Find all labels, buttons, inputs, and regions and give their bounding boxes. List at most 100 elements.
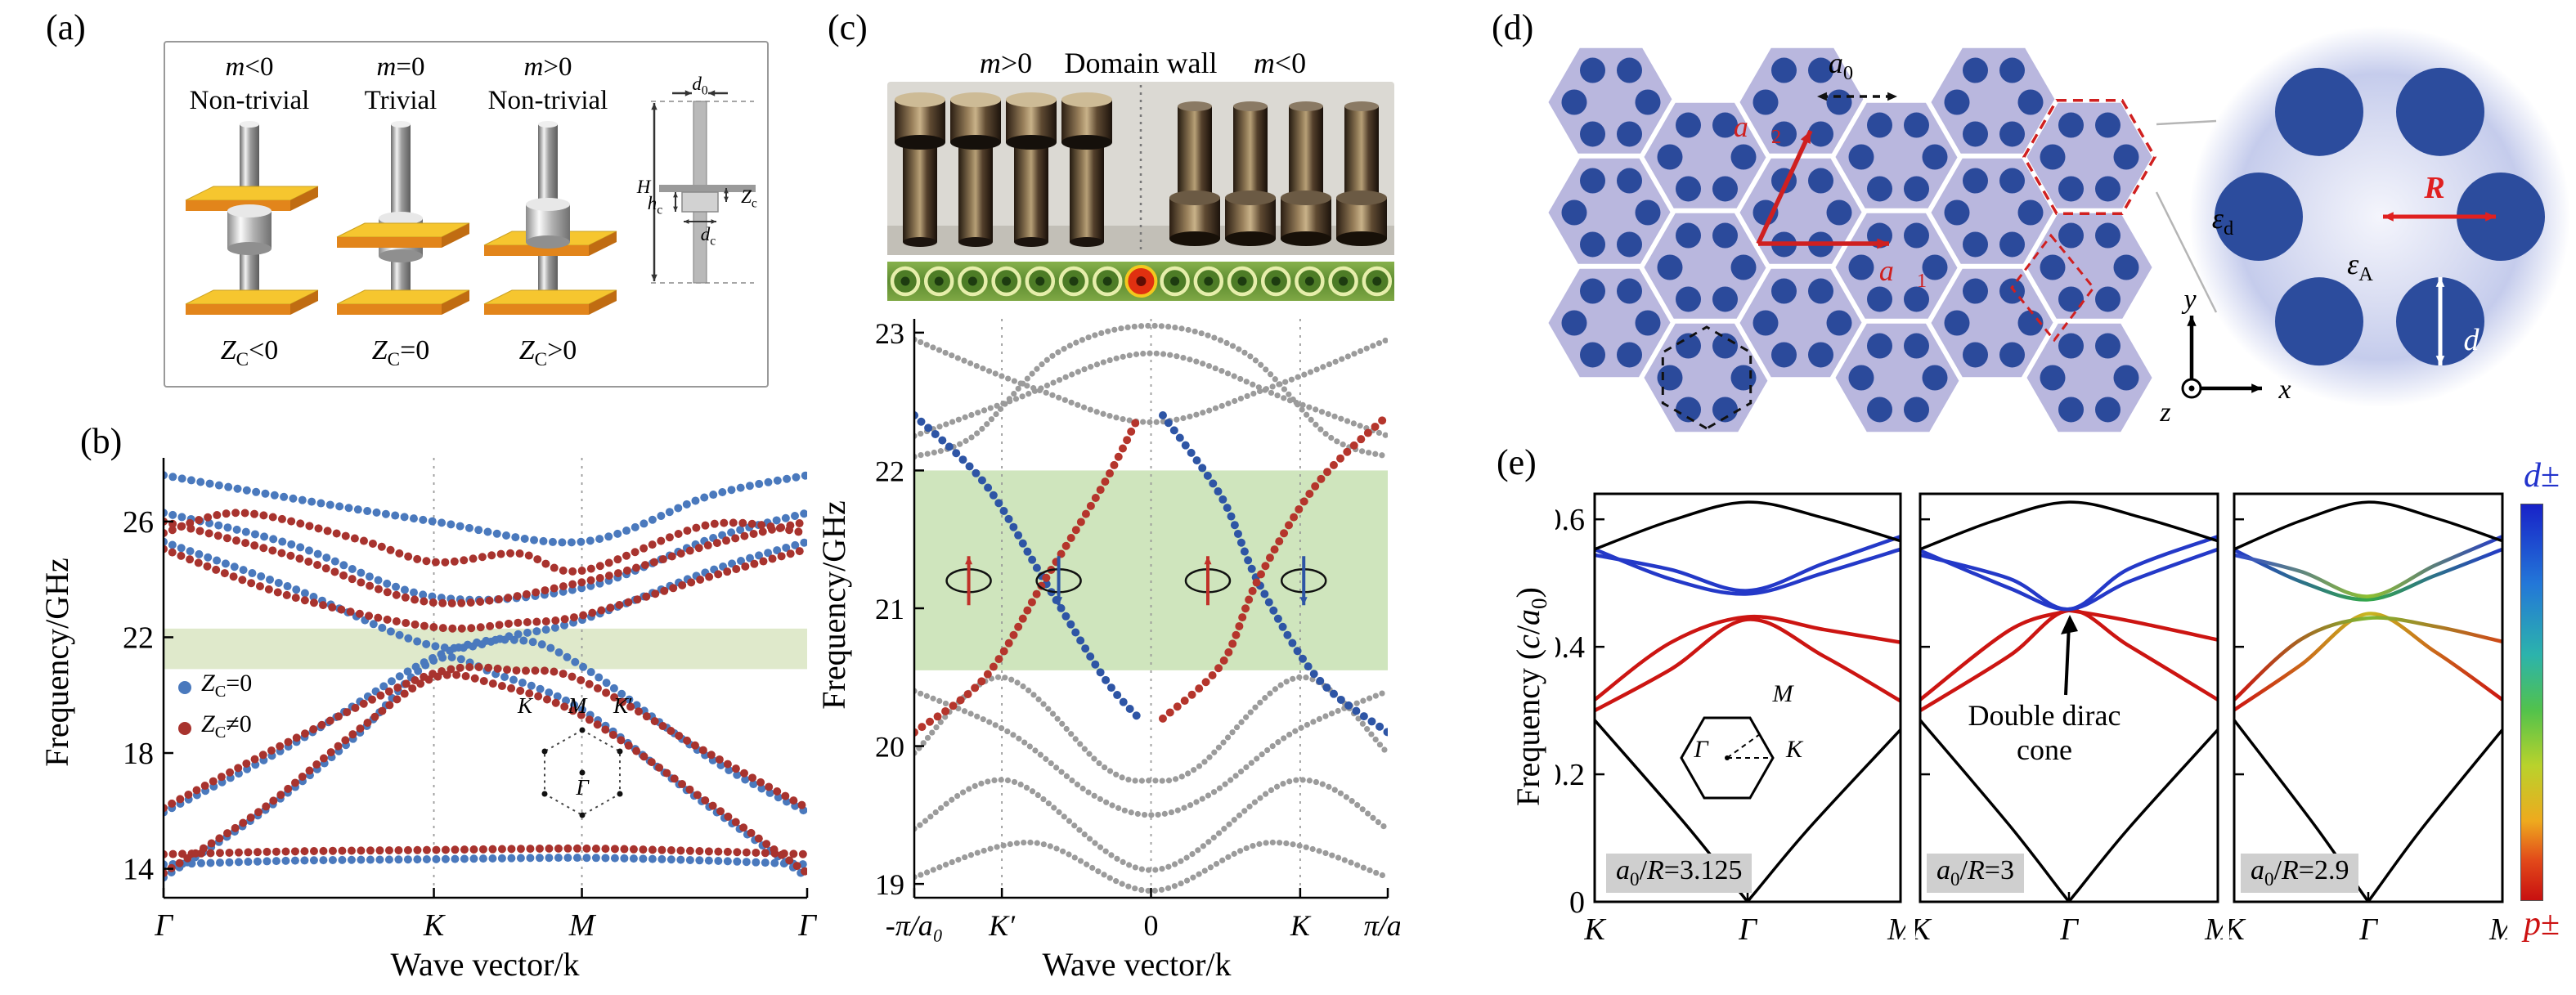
column-header-m-negative: m<0 Non-trivial [189,52,310,115]
ratio-label-e2: a0/R=3 [1927,854,2024,893]
annotation-arrow [2061,615,2078,696]
svg-text:K: K [1583,912,1606,947]
svg-text:18: 18 [123,737,154,771]
label-d: d [2463,323,2480,357]
band-chart-e1: 0.60.40.20KΓM [1546,487,1915,947]
svg-text:0.4: 0.4 [1555,630,1585,665]
axis-label-z: z [2160,397,2171,428]
svg-text:K′: K′ [988,909,1016,942]
svg-text:0.6: 0.6 [1555,503,1585,537]
svg-text:20: 20 [875,731,904,764]
legend-dot-blue [178,681,191,694]
svg-text:M: M [568,908,597,943]
bz-label-Kprime: K′ [613,693,633,718]
svg-text:Γ: Γ [2358,912,2378,947]
domain-right-label: m<0 [1253,47,1307,79]
svg-text:Γ: Γ [154,908,173,943]
honeycomb-lattice-schematic [1542,26,2570,437]
bz-label-Gamma: Γ [576,775,589,800]
svg-text:K: K [1290,909,1312,942]
legend-dot-red [178,722,191,735]
pillar-schematics [185,121,617,315]
label-epsilon-d: εd [2211,202,2234,240]
label-H: H [636,177,651,197]
panel-e-letter: (e) [1497,442,1537,482]
svg-text:0.2: 0.2 [1555,758,1585,792]
panel-e-y-axis-title: Frequency (c/a0) [1510,587,1551,806]
bz-e-label-Gamma: Γ [1694,736,1708,763]
footer-zc-zero: ZC=0 [371,335,430,370]
bz-label-M: M [568,693,587,718]
panel-c-y-axis-title: Frequency/GHz [815,500,852,710]
svg-text:23: 23 [875,317,904,350]
svg-text:0: 0 [1569,885,1585,920]
svg-text:22: 22 [875,455,904,487]
label-d0: d0 [692,74,708,98]
edge-state-chart-c: 19 20 21 22 23 -π/a₀ K′ 0 Kπ/a₀ [850,312,1411,948]
band-structure-chart-b: 14 18 22 26 Γ K M Γ [102,448,822,948]
footer-zc-negative: ZC<0 [220,335,279,370]
svg-text:19: 19 [875,868,904,901]
panel-b-x-axis-title: Wave vector/k [390,946,580,983]
panel-c-x-axis-title: Wave vector/k [1042,946,1232,983]
colorbar-label-p: p± [2524,905,2560,943]
bz-label-K: K [517,693,532,718]
svg-text:14: 14 [123,853,154,887]
bz-hexagon-e [1680,716,1775,800]
brillouin-zone-inset-e [1680,716,1775,800]
pillar-cross-section-inset [651,90,756,284]
svg-text:Γ: Γ [797,908,817,943]
bz-gamma-dot [1725,755,1730,760]
label-epsilon-A: εA [2347,248,2373,286]
legend-item-zc0: ZC=0 [178,667,252,708]
panel-a-box [164,41,769,388]
domain-wall-pillar-photo [887,82,1394,301]
svg-text:Γ: Γ [2059,912,2079,947]
panel-b-letter: (b) [80,421,123,461]
band-chart-e3: KΓM [2223,487,2517,947]
label-hc: hc [647,193,663,217]
legend-label-zcnot0: ZC≠0 [201,710,252,742]
svg-text:Γ: Γ [1738,912,1757,947]
label-a0: a0 [1828,47,1854,85]
label-a2-vector: a⃗2 [1733,110,1782,149]
panel-a-letter: (a) [46,7,86,47]
double-dirac-annotation: Double dirac cone [1968,699,2121,766]
svg-text:M: M [1887,912,1905,947]
label-R: R [2424,171,2445,205]
panel-b-y-axis-title: Frequency/GHz [38,558,75,767]
colorbar [2520,504,2543,901]
bz-e-label-K: K [1785,736,1802,763]
domain-left-label: m>0 [979,47,1033,79]
panel-c-letter: (c) [828,7,868,47]
svg-text:21: 21 [875,593,904,625]
svg-text:K: K [1915,912,1932,947]
colorbar-label-d: d± [2524,457,2560,495]
label-dc: dc [700,224,716,249]
brillouin-zone-inset-b [541,727,623,818]
svg-text:-π/a₀: -π/a₀ [886,909,944,942]
svg-text:0: 0 [1144,909,1159,942]
ratio-label-e3: a0/R=2.9 [2241,854,2359,893]
bz-e-label-M: M [1772,680,1793,707]
axis-label-x: x [2278,374,2291,405]
axis-label-y: y [2183,285,2197,315]
legend-item-zcnot0: ZC≠0 [178,708,252,749]
svg-text:22: 22 [123,621,154,655]
svg-text:M: M [2204,912,2223,947]
domain-wall-label: Domain wall [1064,47,1218,79]
band-chart-e2: KΓM [1909,487,2233,947]
svg-text:M: M [2488,912,2507,947]
svg-text:26: 26 [123,505,154,540]
column-header-m-positive: m>0 Non-trivial [487,52,608,115]
svg-text:K: K [2229,912,2246,947]
legend-label-zc0: ZC=0 [201,670,253,701]
label-zc: Zc [741,186,757,211]
footer-zc-positive: ZC>0 [518,335,577,370]
svg-text:π/a₀: π/a₀ [1364,909,1400,942]
bz-vertex-dots [541,727,623,818]
ratio-label-e1: a0/R=3.125 [1606,854,1752,893]
legend: ZC=0 ZC≠0 [178,667,252,749]
panel-d-letter: (d) [1492,7,1534,47]
column-header-m-zero: m=0 Trivial [364,52,438,115]
